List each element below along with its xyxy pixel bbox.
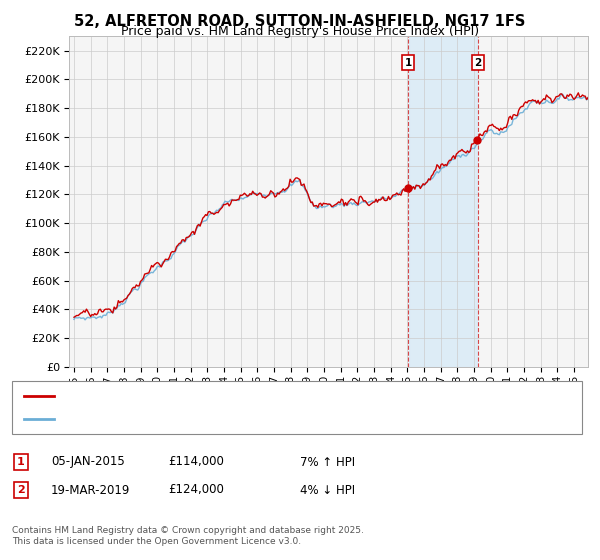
Text: Contains HM Land Registry data © Crown copyright and database right 2025.
This d: Contains HM Land Registry data © Crown c… xyxy=(12,526,364,546)
Text: 52, ALFRETON ROAD, SUTTON-IN-ASHFIELD, NG17 1FS (semi-detached house): 52, ALFRETON ROAD, SUTTON-IN-ASHFIELD, N… xyxy=(63,391,470,401)
Text: 4% ↓ HPI: 4% ↓ HPI xyxy=(300,483,355,497)
Text: Price paid vs. HM Land Registry's House Price Index (HPI): Price paid vs. HM Land Registry's House … xyxy=(121,25,479,38)
Text: 1: 1 xyxy=(404,58,412,68)
Text: 7% ↑ HPI: 7% ↑ HPI xyxy=(300,455,355,469)
Text: 52, ALFRETON ROAD, SUTTON-IN-ASHFIELD, NG17 1FS: 52, ALFRETON ROAD, SUTTON-IN-ASHFIELD, N… xyxy=(74,14,526,29)
Text: 1: 1 xyxy=(17,457,25,467)
Text: 2: 2 xyxy=(474,58,481,68)
Text: £124,000: £124,000 xyxy=(168,483,224,497)
Text: £114,000: £114,000 xyxy=(168,455,224,469)
Text: HPI: Average price, semi-detached house, Ashfield: HPI: Average price, semi-detached house,… xyxy=(63,414,326,424)
Text: 19-MAR-2019: 19-MAR-2019 xyxy=(51,483,130,497)
Text: 2: 2 xyxy=(17,485,25,495)
Text: 05-JAN-2015: 05-JAN-2015 xyxy=(51,455,125,469)
